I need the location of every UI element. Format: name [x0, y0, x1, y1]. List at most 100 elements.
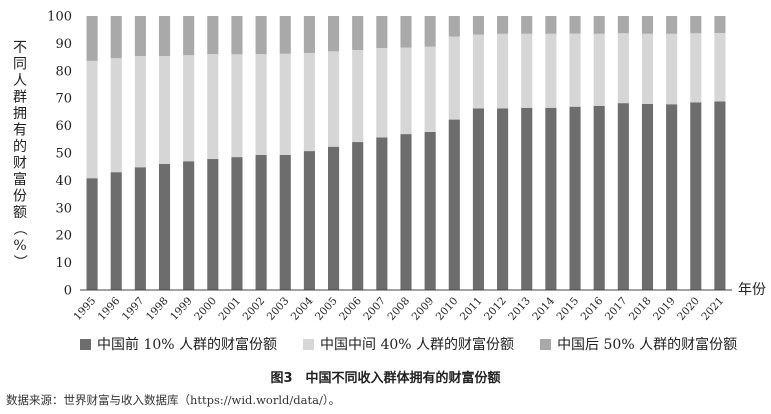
x-tick-label: 2000: [192, 295, 219, 323]
bar-top10-2021: [714, 101, 726, 290]
bar-bottom50-2014: [545, 16, 557, 34]
bar-middle40-1998: [158, 56, 171, 164]
bar-middle40-2010: [448, 36, 460, 120]
y-tick-label: 10: [55, 256, 72, 271]
bar-top10-2010: [448, 119, 460, 291]
legend-item-bottom50: 中国后 50% 人群的财富份额: [540, 334, 737, 354]
y-axis-label-char: %: [13, 238, 26, 254]
bar-top10-2011: [472, 108, 484, 290]
y-axis-label-char: 不: [13, 40, 27, 56]
bar-top10-1996: [110, 172, 122, 290]
x-tick-label: 2018: [627, 295, 654, 323]
bar-middle40-2018: [641, 33, 654, 104]
bar-middle40-2009: [424, 46, 436, 132]
x-tick-label: 2012: [482, 295, 509, 323]
bar-middle40-2006: [352, 49, 364, 143]
bar-bottom50-2012: [497, 16, 509, 34]
bar-bottom50-2006: [352, 16, 364, 50]
bar-bottom50-2016: [593, 16, 605, 34]
x-tick-label: 2005: [313, 295, 340, 323]
bar-bottom50-2019: [666, 16, 678, 34]
x-tick-label: 2016: [579, 295, 606, 323]
x-tick-label: 2009: [410, 295, 437, 323]
bar-top10-2002: [255, 154, 267, 290]
bar-middle40-1996: [110, 58, 122, 173]
y-axis-label-char: 群: [13, 90, 27, 106]
x-tick-label: 2017: [603, 295, 630, 323]
bar-top10-2019: [666, 104, 678, 290]
y-tick-label: 70: [55, 92, 72, 107]
bar-top10-2007: [376, 137, 388, 290]
legend-item-top10: 中国前 10% 人群的财富份额: [80, 334, 277, 354]
bar-middle40-2011: [472, 34, 484, 109]
bar-top10-2013: [521, 107, 533, 290]
bar-bottom50-1998: [158, 16, 171, 57]
y-axis-label-char: ）: [11, 255, 27, 269]
bar-middle40-2017: [617, 33, 629, 104]
bar-top10-1999: [183, 161, 195, 290]
bar-middle40-1997: [134, 56, 146, 168]
bar-middle40-2005: [328, 51, 340, 147]
bar-middle40-2020: [690, 33, 702, 103]
bar-bottom50-2002: [255, 16, 267, 55]
bar-middle40-1995: [86, 60, 98, 179]
y-axis-label-char: 同: [13, 57, 27, 73]
y-tick-label: 20: [55, 229, 72, 244]
bar-bottom50-2007: [376, 16, 388, 49]
bar-top10-2014: [545, 107, 557, 290]
x-tick-label: 1999: [168, 295, 195, 323]
bar-top10-2018: [641, 103, 654, 290]
y-axis-label-char: （: [11, 222, 27, 236]
bar-bottom50-1997: [134, 16, 146, 57]
bar-top10-2016: [593, 105, 605, 290]
bar-bottom50-1995: [86, 16, 98, 61]
bar-middle40-2004: [303, 52, 315, 152]
bar-middle40-2015: [569, 33, 581, 107]
bar-middle40-2008: [400, 47, 412, 135]
figure-title: 图3 中国不同收入群体拥有的财富份额: [270, 371, 501, 386]
x-tick-label: 2013: [506, 295, 533, 323]
bar-middle40-1999: [183, 55, 195, 162]
x-axis-ticks: 1995199619971998199920002001200220032004…: [71, 295, 726, 323]
x-tick-label: 2003: [265, 295, 292, 323]
bar-bottom50-2003: [279, 16, 291, 54]
legend: 中国前 10% 人群的财富份额 中国中间 40% 人群的财富份额 中国后 50%…: [80, 334, 760, 354]
y-tick-label: 80: [55, 64, 72, 79]
bar-top10-2005: [328, 146, 340, 290]
x-tick-label: 2020: [675, 295, 702, 323]
bars: [86, 16, 726, 291]
bar-bottom50-2011: [472, 16, 484, 35]
bar-top10-2020: [690, 102, 702, 290]
bar-bottom50-1996: [110, 16, 122, 59]
x-tick-label: 2021: [699, 295, 726, 323]
figure-source: 数据来源：世界财富与收入数据库（https://wid.world/data/）…: [6, 393, 341, 407]
bar-middle40-2001: [231, 54, 243, 158]
bar-middle40-2021: [714, 32, 726, 102]
bar-middle40-2014: [545, 33, 557, 108]
x-tick-label: 1995: [71, 295, 98, 323]
bar-bottom50-2001: [231, 16, 243, 55]
bar-top10-2004: [303, 151, 315, 290]
x-tick-label: 2015: [554, 295, 581, 323]
bar-top10-1997: [134, 167, 146, 290]
x-tick-label: 2011: [458, 295, 485, 323]
y-tick-label: 60: [55, 119, 72, 134]
bar-bottom50-2017: [617, 16, 629, 34]
bar-top10-1998: [158, 163, 171, 290]
legend-item-middle40: 中国中间 40% 人群的财富份额: [303, 334, 514, 354]
bar-top10-2015: [569, 106, 581, 290]
bar-top10-2017: [617, 103, 629, 291]
y-axis-label-char: 拥: [13, 106, 27, 122]
bar-top10-2008: [400, 134, 412, 290]
y-axis-label-char: 份: [13, 189, 27, 205]
y-tick-label: 30: [55, 201, 72, 216]
bar-middle40-2007: [376, 48, 388, 138]
bar-bottom50-2009: [424, 16, 436, 47]
x-tick-label: 2010: [434, 295, 461, 323]
bar-bottom50-2015: [569, 16, 581, 34]
y-tick-label: 40: [55, 174, 72, 189]
x-tick-label: 2006: [337, 295, 364, 323]
bar-middle40-2019: [666, 33, 678, 105]
